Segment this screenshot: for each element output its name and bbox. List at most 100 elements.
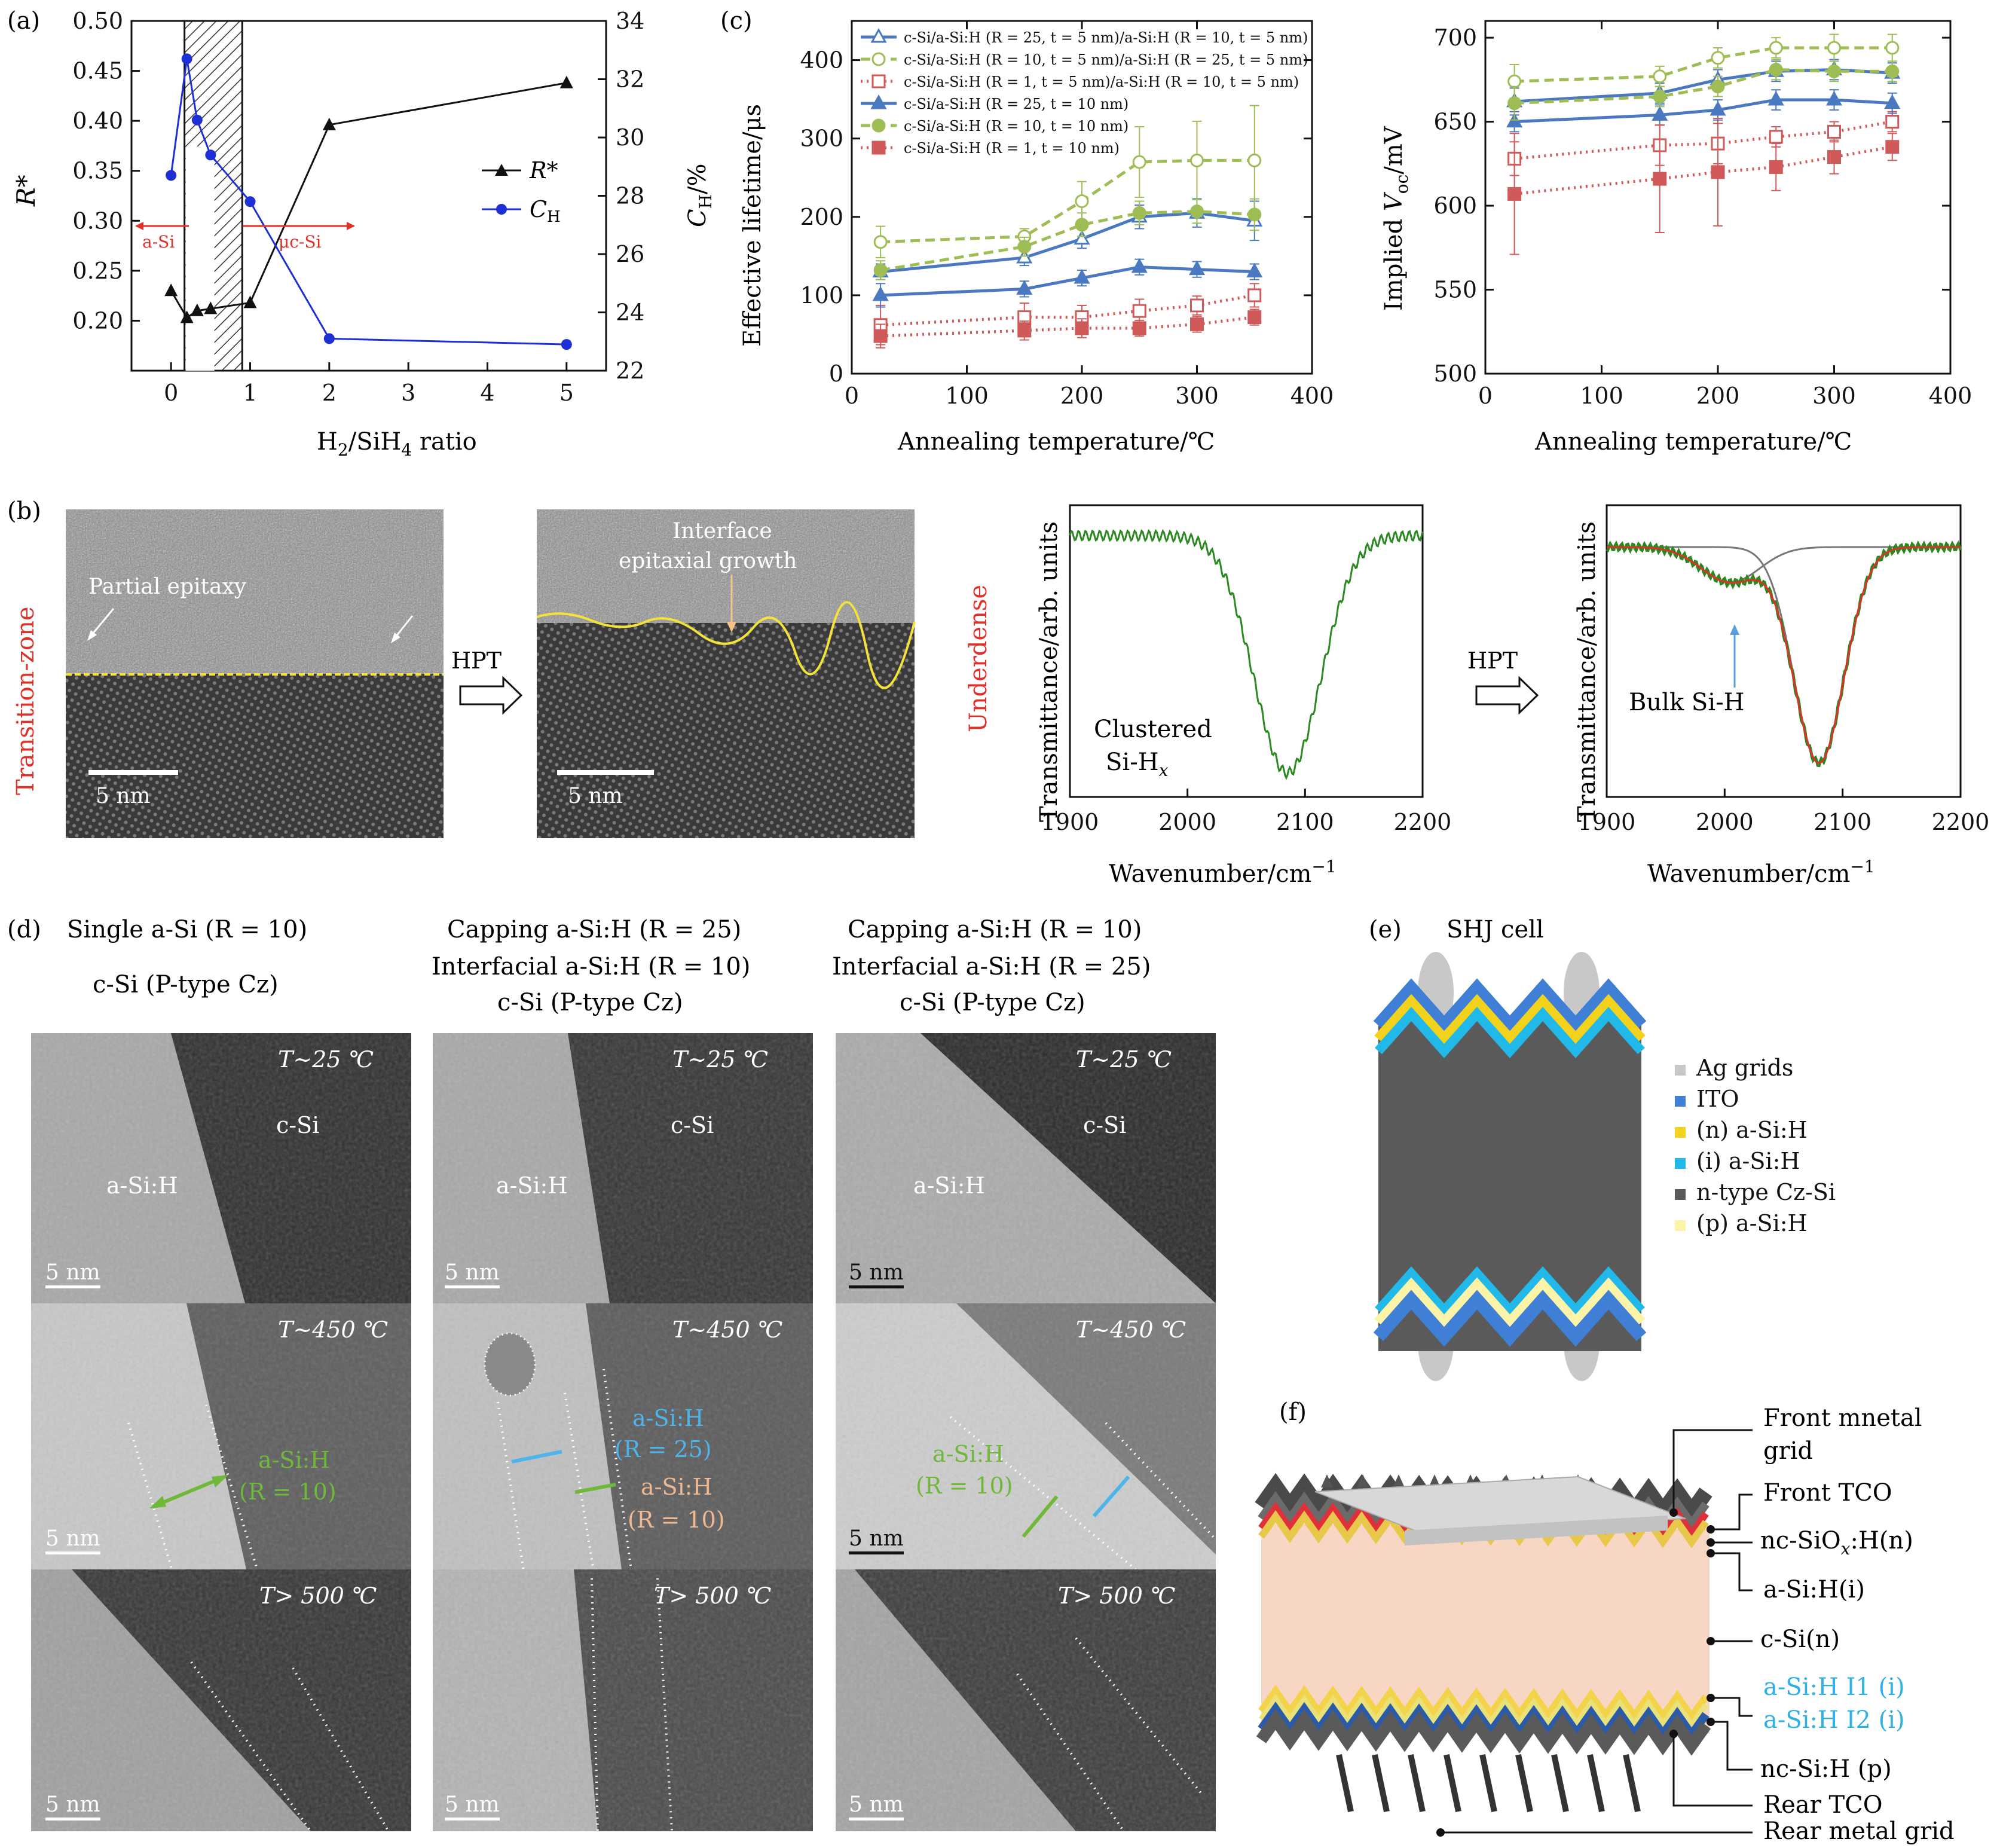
chart-b2-arrowhead [1730, 624, 1739, 635]
b1-xtick-label: 2000 [1158, 809, 1216, 835]
c-ytick-label: 100 [800, 282, 843, 308]
c-ytick-label: 600 [1433, 193, 1477, 219]
chart-c1-ticks: 0 100 200 300 400 0 100 200 300 400 [800, 21, 1334, 409]
d2-r2-r10-label-2: (R = 10) [628, 1507, 725, 1533]
a-point-rstar [243, 295, 257, 308]
d2-r1-noise [433, 1033, 813, 1303]
shj-legend-label: Ag grids [1696, 1055, 1793, 1081]
a-si-arrowhead [135, 222, 143, 230]
tem1-crystal [66, 674, 444, 838]
chart-c2-xlabel: Annealing temperature/℃ [1534, 428, 1852, 456]
d1-r1-scale: 5 nm [45, 1260, 100, 1285]
chart-b1-ticks: 1900 2000 2100 2200 [1041, 789, 1451, 835]
c-point [1769, 41, 1783, 55]
c1-legend-label: c-Si/a-Si:H (R = 25, t = 10 nm) [904, 96, 1129, 112]
chart-a-xlabel: H2/SiH4 ratio [317, 428, 477, 460]
a-ytick-left-label: 0.35 [72, 158, 123, 184]
d1-r3-scale: 5 nm [45, 1792, 100, 1817]
hpt-arrow-2 [1475, 676, 1539, 715]
a-xtick-label: 3 [401, 380, 415, 406]
c-point [1190, 153, 1204, 167]
d1-r1-csi: c-Si [276, 1112, 319, 1138]
a-point-rstar [204, 301, 218, 314]
b1-annot-sub: x [1159, 760, 1169, 780]
c-xtick-label: 300 [1812, 383, 1856, 409]
c-ytick-label: 500 [1433, 361, 1477, 387]
d3-r2-temp: T∼450 ℃ [1076, 1316, 1186, 1343]
b1-xtick-label: 2100 [1276, 809, 1334, 835]
a-xtick-label: 1 [243, 380, 257, 406]
panel-f-structure: Front mnetal grid Front TCO nc-SiOx:H(n)… [1255, 1404, 1955, 1845]
a-ytick-left-label: 0.50 [72, 8, 123, 34]
a-ytick-left-label: 0.20 [72, 307, 123, 334]
chart-c1-legend: c-Si/a-Si:H (R = 25, t = 5 nm)/a-Si:H (R… [861, 28, 1308, 157]
chart-a-series [164, 53, 573, 350]
f-label-front-metal-2: grid [1763, 1437, 1813, 1465]
tem1-scalebar [88, 770, 178, 775]
legend-ch-label: CH [530, 196, 561, 226]
c-xtick-label: 100 [945, 383, 989, 409]
c-xtick-label: 100 [1580, 383, 1623, 409]
f-label-front-tco: Front TCO [1763, 1479, 1892, 1507]
a-point-rstar [164, 283, 178, 297]
a-ytick-right-label: 28 [616, 183, 644, 209]
c-point [1885, 64, 1900, 78]
a-point-rstar [322, 117, 336, 130]
dot-rear-metal [1436, 1828, 1445, 1837]
panel-label-b: (b) [7, 497, 41, 525]
chart-c2-ylabel: Implied Voc/mV [1380, 126, 1412, 311]
d3-r2-label-2: (R = 10) [916, 1473, 1013, 1499]
d-col1-head-1: Single a-Si (R = 10) [67, 916, 307, 943]
d1-r2-noise [31, 1303, 411, 1569]
d1-r1-noise [31, 1033, 411, 1303]
chart-b2-annotation: Bulk Si-H [1629, 689, 1745, 716]
c-ytick-label: 400 [800, 47, 843, 74]
c-series-line [1514, 98, 1892, 124]
c-point [1247, 310, 1262, 325]
c-point [1190, 204, 1204, 219]
underdense-label: Underdense [965, 585, 992, 732]
f-label-csi-n: c-Si(n) [1760, 1626, 1840, 1653]
d2-r2-arrow-green [574, 1483, 616, 1494]
f-label-asi-i1: a-Si:H I1 (i) [1763, 1673, 1905, 1701]
c-point [1507, 187, 1522, 201]
d3-r1-csi: c-Si [1083, 1112, 1126, 1138]
f-label-nc-si-p: nc-Si:H (p) [1760, 1755, 1892, 1783]
chart-c-lifetime: 0 100 200 300 400 0 100 200 300 400 c-Si/a-Si:H (… [739, 20, 1334, 456]
c-xtick-label: 400 [1929, 383, 1973, 409]
c-point [873, 263, 888, 277]
d1-r3-scalebar [45, 1818, 100, 1820]
c-series-line [880, 211, 1255, 274]
shj-zigzag-band [1373, 978, 1647, 1036]
c-point [1711, 165, 1725, 179]
b2-xtick-label: 2100 [1814, 809, 1871, 835]
ylabel-right-h: H [696, 194, 715, 209]
d2-r1-csi: c-Si [671, 1112, 714, 1138]
d1-r2-label-2: (R = 10) [239, 1479, 337, 1505]
chart-b1-frame [1069, 504, 1424, 798]
f-csi-body [1261, 1523, 1710, 1734]
d2-r3-noise [433, 1569, 813, 1831]
f-label-asi-i2: a-Si:H I2 (i) [1763, 1706, 1905, 1734]
b1-annot-pre: Si-H [1106, 749, 1159, 776]
hpt-label-2: HPT [1467, 647, 1518, 674]
c-ytick-label: 300 [800, 126, 843, 152]
d1-r2-scale: 5 nm [45, 1526, 100, 1551]
dot-front-metal [1669, 1508, 1678, 1517]
c-point [1827, 150, 1841, 164]
legend-rstar-marker [495, 164, 508, 176]
f-asi-i1-band [1258, 1684, 1709, 1723]
chart-c1-xlabel: Annealing temperature/℃ [897, 428, 1215, 456]
c1-legend-label: c-Si/a-Si:H (R = 25, t = 5 nm)/a-Si:H (R… [904, 29, 1308, 46]
uc-si-arrowhead [347, 222, 355, 230]
c2-ylabel-sub: oc [1392, 175, 1412, 194]
c-point [1075, 218, 1089, 232]
c-point [1132, 321, 1146, 335]
shj-legend-label: n-type Cz-Si [1696, 1179, 1836, 1205]
c-series-line [880, 210, 1255, 272]
shj-legend-label: (n) a-Si:H [1696, 1117, 1808, 1143]
f-rear-metal-finger [1623, 1754, 1641, 1813]
chart-a-region-arrows: a-Si μc-Si [135, 222, 355, 252]
chart-a-ylabel-left: R* [11, 175, 41, 207]
d-col1-head-2: c-Si (P-type Cz) [93, 971, 279, 998]
